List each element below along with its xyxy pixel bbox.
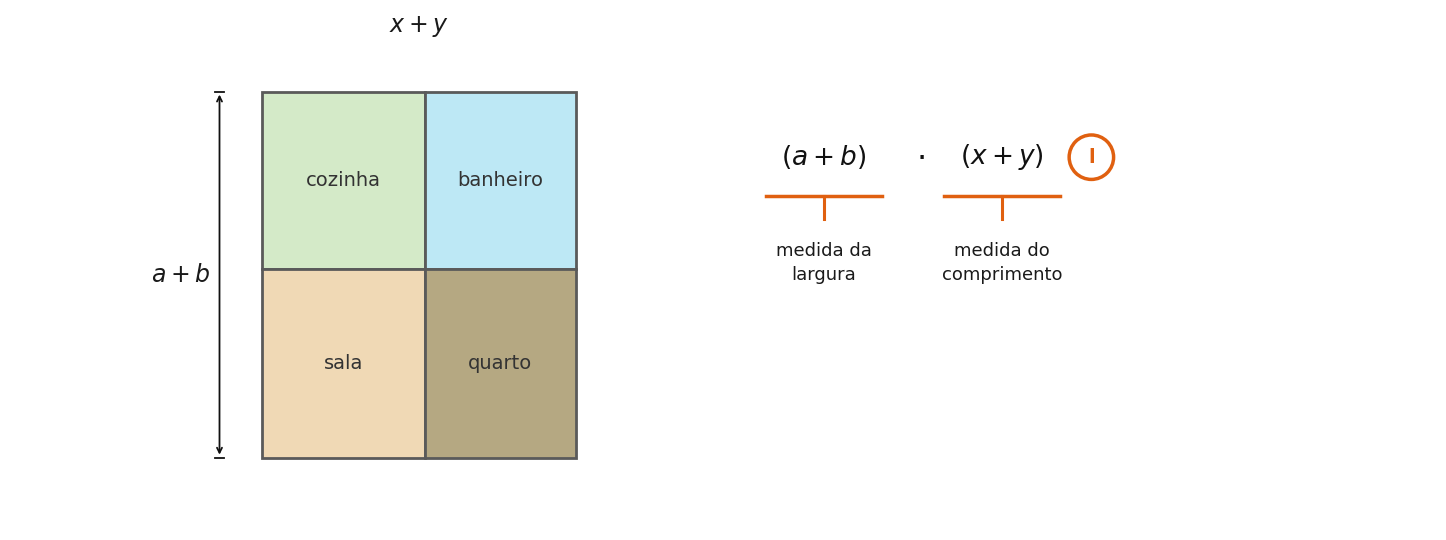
Bar bbox=[262, 92, 425, 269]
Text: $\mathbf{\mathit{a + b}}$: $\mathbf{\mathit{a + b}}$ bbox=[150, 262, 210, 287]
Text: sala: sala bbox=[324, 354, 363, 373]
Text: $(x + y)$: $(x + y)$ bbox=[960, 142, 1044, 172]
Bar bbox=[425, 92, 576, 269]
Text: medida do
comprimento: medida do comprimento bbox=[941, 242, 1063, 284]
Text: l: l bbox=[1087, 148, 1095, 167]
Text: quarto: quarto bbox=[469, 354, 532, 373]
Text: $(a + b)$: $(a + b)$ bbox=[781, 143, 866, 171]
Text: cozinha: cozinha bbox=[307, 171, 380, 190]
Bar bbox=[262, 269, 425, 457]
Bar bbox=[425, 269, 576, 457]
Text: medida da
largura: medida da largura bbox=[777, 242, 872, 284]
Text: $\cdot$: $\cdot$ bbox=[917, 141, 925, 173]
Text: banheiro: banheiro bbox=[457, 171, 544, 190]
Text: $\mathbf{\mathit{x + y}}$: $\mathbf{\mathit{x + y}}$ bbox=[389, 15, 450, 39]
